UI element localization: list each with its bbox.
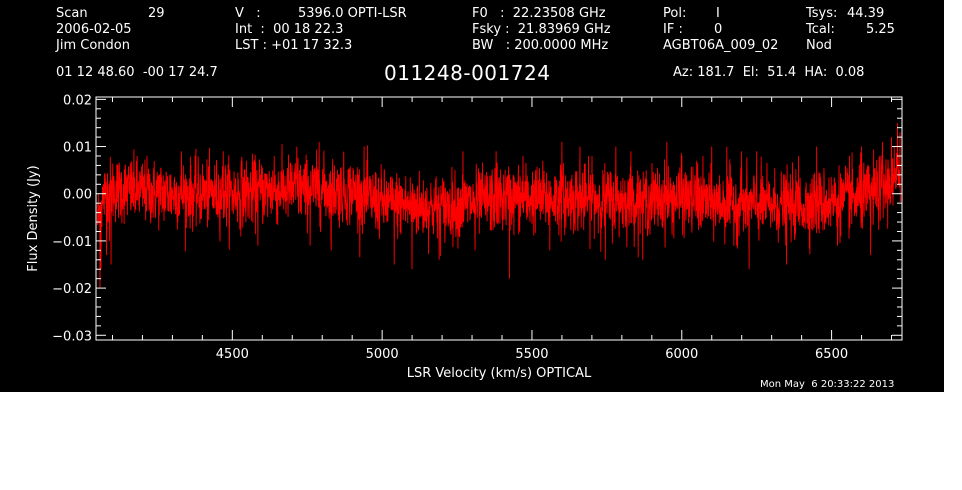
source-name: 011248-001724 (384, 61, 551, 85)
header-field: Pol: (663, 6, 687, 21)
trace-layer (97, 122, 901, 289)
y-tick-label: 0.02 (63, 93, 92, 108)
header-field: 5396.0 OPTI-LSR (298, 6, 407, 21)
spectrum-trace (97, 122, 901, 289)
header-field: IF : (663, 22, 683, 37)
header-field: I (716, 6, 720, 21)
header-field: LST : +01 17 32.3 (235, 38, 353, 53)
x-tick-label: 5500 (515, 347, 548, 362)
header-field: 0 (714, 22, 723, 37)
x-tick-label: 5000 (366, 347, 399, 362)
header-field: AGBT06A_009_02 (663, 38, 779, 53)
y-axis-label: Flux Density (Jy) (26, 165, 41, 271)
header-field: V : (235, 6, 261, 21)
header-field: 44.39 (847, 6, 885, 21)
x-tick-label: 6000 (665, 347, 698, 362)
header-field: Fsky : 21.83969 GHz (472, 22, 611, 37)
header-field: 5.25 (866, 22, 895, 37)
header-field: F0 : 22.23508 GHz (472, 6, 606, 21)
header-field: BW : 200.0000 MHz (472, 38, 609, 53)
spectrum-chart: 4500 5000 5500 6000 6500 −0.03 −0.02 −0.01 0.00 0… (26, 93, 903, 381)
x-axis-label: LSR Velocity (km/s) OPTICAL (407, 366, 592, 381)
header-field: Tsys: (806, 6, 838, 21)
header-field: 29 (148, 6, 165, 21)
header-field: Tcal: (806, 22, 835, 37)
axis-layer: 4500 5000 5500 6000 6500 −0.03 −0.02 −0.01 0.00 0… (52, 93, 902, 362)
plot-frame (95, 96, 903, 341)
plot-timestamp: Mon May 6 20:33:22 2013 (760, 379, 895, 390)
az-el-ha: Az: 181.7 El: 51.4 HA: 0.08 (673, 65, 865, 80)
y-tick-label: −0.01 (52, 235, 92, 250)
y-tick-label: 0.00 (63, 188, 92, 203)
x-tick-label: 4500 (216, 347, 249, 362)
header-field: Jim Condon (56, 38, 130, 53)
header-field: Scan (56, 6, 88, 21)
header-field: 2006-02-05 (56, 22, 132, 37)
header-field: Int : 00 18 22.3 (235, 22, 344, 37)
y-tick-label: −0.03 (52, 329, 92, 344)
header-field: Nod (806, 38, 832, 53)
x-tick-label: 6500 (815, 347, 848, 362)
source-coordinates: 01 12 48.60 -00 17 24.7 (56, 65, 218, 80)
y-tick-label: 0.01 (63, 141, 92, 156)
y-tick-label: −0.02 (52, 282, 92, 297)
